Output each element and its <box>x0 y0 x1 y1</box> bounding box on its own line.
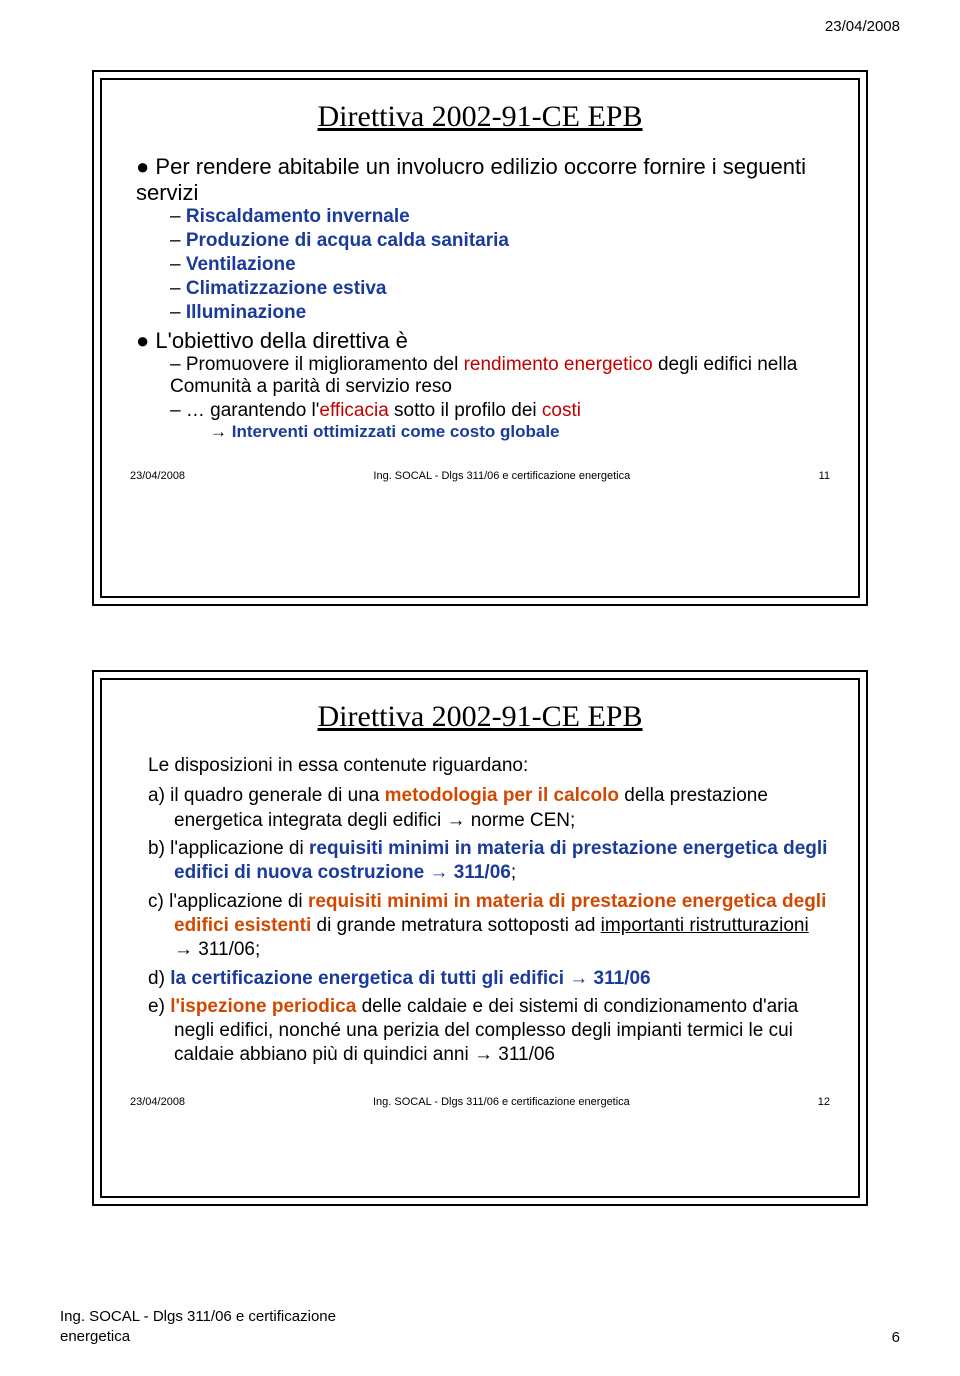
page-footer-left: Ing. SOCAL - Dlgs 311/06 e certificazion… <box>60 1307 336 1346</box>
item-b: b) l'applicazione di requisiti minimi in… <box>130 837 830 886</box>
footer-num: 12 <box>818 1096 830 1108</box>
text: rendimento energetico <box>464 354 653 375</box>
text: importanti ristrutturazioni <box>601 915 809 936</box>
sub-bullet: Climatizzazione estiva <box>170 278 830 300</box>
slide-12-footer: 23/04/2008 Ing. SOCAL - Dlgs 311/06 e ce… <box>130 1096 830 1108</box>
slide-11-body: Per rendere abitabile un involucro edili… <box>130 154 830 442</box>
text: di grande metratura sottoposti ad <box>311 915 600 936</box>
slide-12-inner: Direttiva 2002-91-CE EPB Le disposizioni… <box>100 678 860 1198</box>
text: L'obiettivo della direttiva è <box>155 328 407 353</box>
footer-line1: Ing. SOCAL - Dlgs 311/06 e certificazion… <box>60 1308 336 1325</box>
text: a) il quadro generale di una <box>148 785 385 806</box>
footer-text: Ing. SOCAL - Dlgs 311/06 e certificazion… <box>373 470 630 482</box>
text: l'ispezione periodica <box>170 996 356 1017</box>
slide-12-body: Le disposizioni in essa contenute riguar… <box>130 754 830 1068</box>
footer-line2: energetica <box>60 1328 130 1345</box>
footer-date: 23/04/2008 <box>130 1096 185 1108</box>
page-date-header: 23/04/2008 <box>825 18 900 35</box>
text: b) l'applicazione di <box>148 838 309 859</box>
slide-11-title: Direttiva 2002-91-CE EPB <box>130 100 830 134</box>
text: Ventilazione <box>186 254 296 275</box>
text: ; <box>511 862 516 883</box>
sub-sub-bullet: Interventi ottimizzati come costo global… <box>210 422 830 442</box>
text: Climatizzazione estiva <box>186 278 387 299</box>
slide-12-title: Direttiva 2002-91-CE EPB <box>130 700 830 734</box>
slide-11: Direttiva 2002-91-CE EPB Per rendere abi… <box>92 70 868 606</box>
text: Illuminazione <box>186 302 306 323</box>
text: metodologia per il calcolo <box>385 785 619 806</box>
text: → 311/06 <box>424 862 511 883</box>
sub-bullet: Produzione di acqua calda sanitaria <box>170 230 830 252</box>
item-e: e) l'ispezione periodica delle caldaie e… <box>130 995 830 1068</box>
sub-bullet: Riscaldamento invernale <box>170 206 830 228</box>
sub-bullet: Promuovere il miglioramento del rendimen… <box>170 354 830 398</box>
item-c: c) l'applicazione di requisiti minimi in… <box>130 890 830 963</box>
footer-text: Ing. SOCAL - Dlgs 311/06 e certificazion… <box>373 1096 630 1108</box>
text: e) <box>148 996 170 1017</box>
text: Per rendere abitabile un involucro edili… <box>136 154 806 205</box>
sub-bullet: Ventilazione <box>170 254 830 276</box>
text: → 311/06; <box>174 939 260 960</box>
slides-container: Direttiva 2002-91-CE EPB Per rendere abi… <box>92 70 868 1270</box>
text: la certificazione energetica di tutti gl… <box>170 968 650 989</box>
text: Riscaldamento invernale <box>186 206 410 227</box>
item-d: d) la certificazione energetica di tutti… <box>130 967 830 991</box>
text: Interventi ottimizzati come costo global… <box>232 422 560 441</box>
bullet-main: L'obiettivo della direttiva è Promuovere… <box>136 328 830 442</box>
footer-date: 23/04/2008 <box>130 470 185 482</box>
text: d) <box>148 968 170 989</box>
text: … garantendo l' <box>186 400 320 421</box>
bullet-main: Per rendere abitabile un involucro edili… <box>136 154 830 324</box>
footer-num: 11 <box>819 470 830 482</box>
text: efficacia <box>319 400 388 421</box>
slide-12: Direttiva 2002-91-CE EPB Le disposizioni… <box>92 670 868 1206</box>
text: sotto il profilo dei <box>389 400 542 421</box>
page-footer-number: 6 <box>892 1329 900 1346</box>
intro-line: Le disposizioni in essa contenute riguar… <box>130 754 830 778</box>
text: costi <box>542 400 581 421</box>
item-a: a) il quadro generale di una metodologia… <box>130 784 830 833</box>
sub-bullet: … garantendo l'efficacia sotto il profil… <box>170 400 830 442</box>
sub-bullet: Illuminazione <box>170 302 830 324</box>
text: Promuovere il miglioramento del <box>186 354 464 375</box>
slide-11-footer: 23/04/2008 Ing. SOCAL - Dlgs 311/06 e ce… <box>130 470 830 482</box>
text: c) l'applicazione di <box>148 891 308 912</box>
slide-11-inner: Direttiva 2002-91-CE EPB Per rendere abi… <box>100 78 860 598</box>
text: Produzione di acqua calda sanitaria <box>186 230 509 251</box>
